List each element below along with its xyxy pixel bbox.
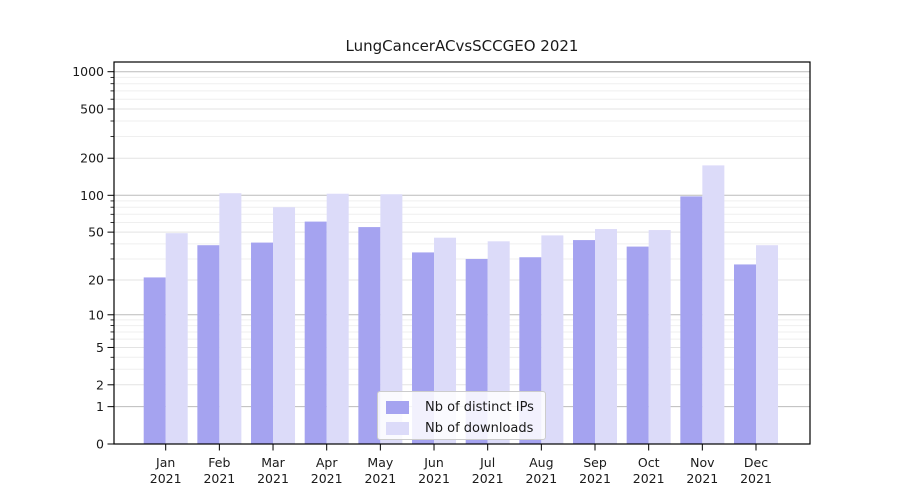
bar-downloads [380, 194, 403, 444]
bar-downloads [702, 165, 725, 445]
x-tick-label-year: 2021 [525, 471, 557, 486]
x-tick-label-month: Dec [744, 455, 768, 470]
y-tick-label: 10 [88, 307, 104, 322]
bar-downloads [273, 207, 296, 444]
x-tick-label-month: Aug [529, 455, 553, 470]
y-tick-label: 50 [88, 225, 104, 240]
bar-distinct-ips [358, 227, 381, 444]
legend: Nb of distinct IPs Nb of downloads [377, 391, 546, 440]
y-tick-label: 20 [88, 272, 104, 287]
y-tick-label: 100 [80, 188, 104, 203]
bar-distinct-ips [197, 245, 220, 444]
bar-distinct-ips [251, 242, 274, 444]
x-tick-label-year: 2021 [203, 471, 235, 486]
x-tick-label-month: Apr [316, 455, 338, 470]
chart-title: LungCancerACvsSCCGEO 2021 [345, 37, 579, 55]
y-tick-label: 500 [80, 102, 104, 117]
bar-downloads [165, 233, 188, 444]
x-tick-label-month: Jul [479, 455, 495, 470]
x-tick-label-month: Mar [261, 455, 285, 470]
bar-downloads [219, 193, 242, 444]
legend-swatch-distinct-ips [386, 400, 409, 414]
x-tick-label-year: 2021 [579, 471, 611, 486]
bar-distinct-ips [304, 221, 327, 444]
y-tick-label: 5 [96, 340, 104, 355]
bar-distinct-ips [734, 264, 756, 444]
y-tick-label: 1 [96, 399, 104, 414]
bar-distinct-ips [143, 277, 166, 444]
y-tick-label: 1000 [72, 64, 104, 79]
legend-swatch-downloads [386, 421, 409, 435]
y-tick-label: 2 [96, 377, 104, 392]
x-tick-label-year: 2021 [257, 471, 289, 486]
x-tick-label-month: Nov [690, 455, 715, 470]
plot-border [113, 61, 811, 445]
bar-distinct-ips [680, 196, 703, 444]
legend-row: Nb of distinct IPs [378, 397, 545, 417]
y-tick-label: 200 [80, 151, 104, 166]
legend-row: Nb of downloads [378, 418, 545, 438]
x-tick-label-month: Oct [638, 455, 660, 470]
legend-label: Nb of downloads [425, 420, 534, 436]
x-tick-label-month: Jan [155, 455, 175, 470]
bar-downloads [648, 230, 671, 444]
bar-downloads [756, 245, 778, 444]
x-tick-label-month: Jun [423, 455, 444, 470]
x-tick-label-year: 2021 [740, 471, 772, 486]
x-tick-label-year: 2021 [472, 471, 504, 486]
x-tick-label-year: 2021 [150, 471, 182, 486]
bar-downloads [326, 193, 349, 444]
x-tick-label-year: 2021 [418, 471, 450, 486]
x-tick-label-month: May [367, 455, 393, 470]
legend-label: Nb of distinct IPs [425, 399, 534, 415]
x-tick-label-year: 2021 [364, 471, 396, 486]
x-tick-label-year: 2021 [686, 471, 718, 486]
bar-distinct-ips [573, 240, 596, 444]
x-tick-label-year: 2021 [633, 471, 665, 486]
x-tick-label-year: 2021 [311, 471, 343, 486]
x-tick-label-month: Feb [208, 455, 230, 470]
bar-distinct-ips [626, 246, 649, 444]
x-tick-label-month: Sep [583, 455, 607, 470]
y-tick-label: 0 [96, 437, 104, 452]
bar-downloads [595, 229, 618, 444]
bar-downloads [541, 235, 564, 444]
